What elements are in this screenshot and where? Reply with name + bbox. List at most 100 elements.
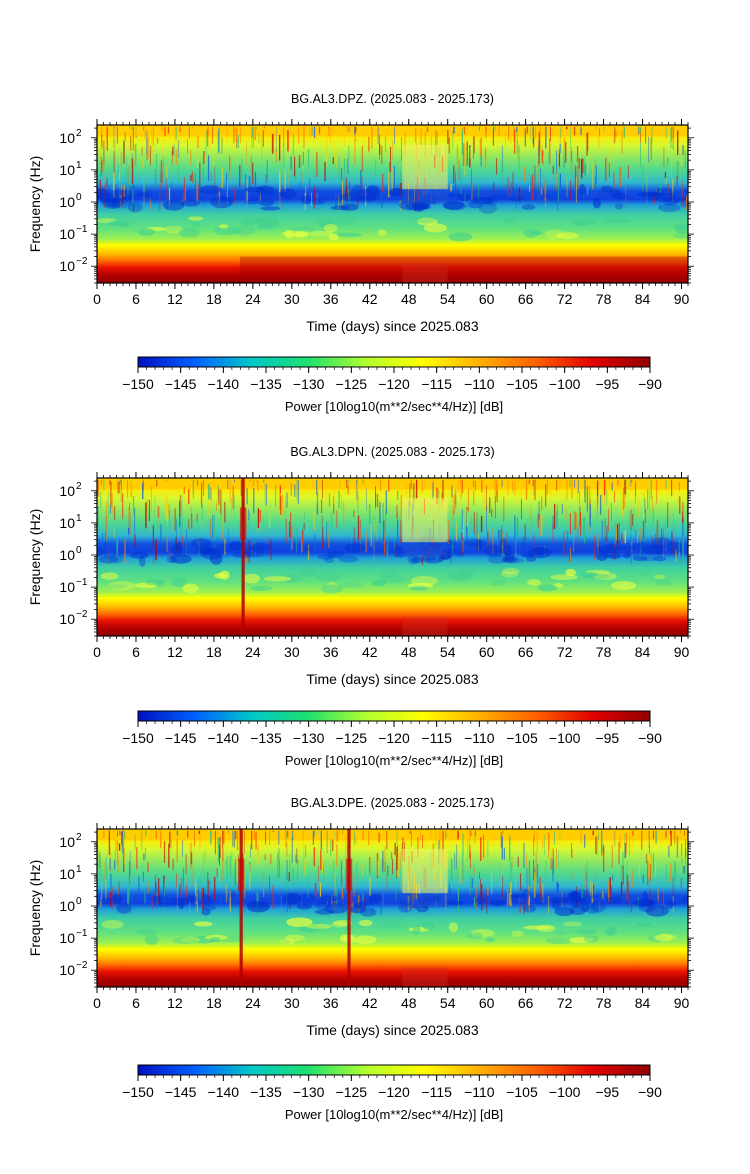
colorbar-tick-label: −95 [595,1084,619,1100]
x-tick-label: 66 [518,995,534,1011]
x-tick-label: 84 [635,291,651,307]
colorbar-tick-label: −140 [208,376,240,392]
x-tick-label: 24 [245,644,261,660]
x-tick-label: 90 [674,291,690,307]
x-tick-label: 48 [401,995,417,1011]
x-tick-label: 12 [167,995,183,1011]
x-tick-label: 78 [596,644,612,660]
quiet-gap [402,497,448,543]
x-tick-label: 24 [245,995,261,1011]
colorbar-tick-label: −150 [122,376,154,392]
y-tick-exponent: −1 [76,928,88,939]
colorbar-tick-label: −100 [549,730,581,746]
colorbar-tick-label: −115 [421,1084,452,1100]
x-tick-label: 18 [206,291,222,307]
spectrogram-panel-3: BG.AL3.DPE. (2025.083 - 2025.173)0 6 12 18 2… [27,796,694,1122]
colorbar-tick-label: −130 [293,376,325,392]
colorbar-tick-label: −105 [506,730,538,746]
colorbar: −150 −145 −140 −135 −130 −125 −120 −115 −110 −105… [122,356,662,414]
event-spike [241,478,245,636]
x-tick-label: 12 [167,644,183,660]
y-tick-exponent: −1 [76,224,88,235]
colorbar-tick-label: −145 [165,1084,197,1100]
y-tick-exponent: −2 [76,960,88,971]
colorbar-tick-label: −105 [506,1084,538,1100]
y-tick-label: 10 [59,515,75,531]
x-tick-label: 90 [674,644,690,660]
x-tick-label: 36 [323,644,339,660]
x-tick-label: 6 [132,644,140,660]
colorbar-tick-label: −150 [122,1084,154,1100]
colorbar-tick-label: −125 [336,376,368,392]
x-tick-label: 18 [206,995,222,1011]
x-tick-label: 0 [93,644,101,660]
x-tick-label: 60 [479,995,495,1011]
chart-title: BG.AL3.DPN. (2025.083 - 2025.173) [290,445,494,459]
x-tick-label: 72 [557,995,573,1011]
x-tick-label: 18 [206,644,222,660]
x-tick-label: 78 [596,291,612,307]
y-tick-label: 10 [59,162,75,178]
x-tick-label: 72 [557,644,573,660]
y-tick-exponent: 0 [76,192,82,203]
x-tick-label: 72 [557,291,573,307]
colorbar-label: Power [10log10(m**2/sec**4/Hz)] [dB] [285,753,503,768]
x-tick-label: 42 [362,995,378,1011]
quiet-gap [402,848,448,894]
x-tick-label: 30 [284,291,300,307]
x-tick-label: 48 [401,291,417,307]
x-tick-label: 42 [362,644,378,660]
y-tick-exponent: −2 [76,256,88,267]
x-tick-label: 66 [518,291,534,307]
colorbar-tick-label: −150 [122,730,154,746]
colorbar-tick-label: −95 [595,376,619,392]
colorbar-tick-label: −120 [378,376,410,392]
x-tick-label: 78 [596,995,612,1011]
colorbar: −150 −145 −140 −135 −130 −125 −120 −115 −110 −105… [122,710,662,768]
y-tick-label: 10 [59,258,75,274]
colorbar-tick-label: −100 [549,376,581,392]
y-axis-label: Frequency (Hz) [27,156,43,252]
x-tick-label: 48 [401,644,417,660]
colorbar-tick-label: −115 [421,730,452,746]
spectrogram-background [97,829,688,987]
y-tick-exponent: 1 [76,864,82,875]
plot-frame [96,828,689,988]
colorbar-gradient [137,710,651,722]
y-tick-label: 10 [59,866,75,882]
y-tick-exponent: 0 [76,545,82,556]
colorbar-tick-label: −120 [378,730,410,746]
y-tick-label: 10 [59,834,75,850]
y-tick-exponent: 1 [76,160,82,171]
y-tick-exponent: 2 [76,481,82,492]
y-tick-exponent: 2 [76,832,82,843]
colorbar: −150 −145 −140 −135 −130 −125 −120 −115 −110 −105… [122,1064,662,1122]
y-tick-label: 10 [59,194,75,210]
x-tick-label: 54 [440,291,456,307]
x-axis-label: Time (days) since 2025.083 [306,671,478,687]
x-tick-label: 84 [635,644,651,660]
colorbar-tick-label: −130 [293,730,325,746]
x-tick-label: 60 [479,644,495,660]
colorbar-tick-label: −135 [250,1084,282,1100]
y-tick-label: 10 [59,611,75,627]
y-tick-exponent: −1 [76,577,88,588]
y-tick-label: 10 [59,483,75,499]
y-tick-label: 10 [59,930,75,946]
colorbar-tick-label: −110 [464,1084,495,1100]
x-tick-label: 54 [440,644,456,660]
colorbar-tick-label: −145 [165,730,197,746]
colorbar-tick-label: −115 [421,376,452,392]
plot-frame [96,124,689,284]
quiet-gap [402,144,448,190]
colorbar-tick-label: −100 [549,1084,581,1100]
plot-frame [96,477,689,637]
x-tick-label: 24 [245,291,261,307]
x-tick-label: 84 [635,995,651,1011]
y-tick-exponent: 1 [76,513,82,524]
x-tick-label: 30 [284,644,300,660]
x-tick-label: 36 [323,291,339,307]
broadband-change [239,256,688,283]
y-tick-label: 10 [59,547,75,563]
